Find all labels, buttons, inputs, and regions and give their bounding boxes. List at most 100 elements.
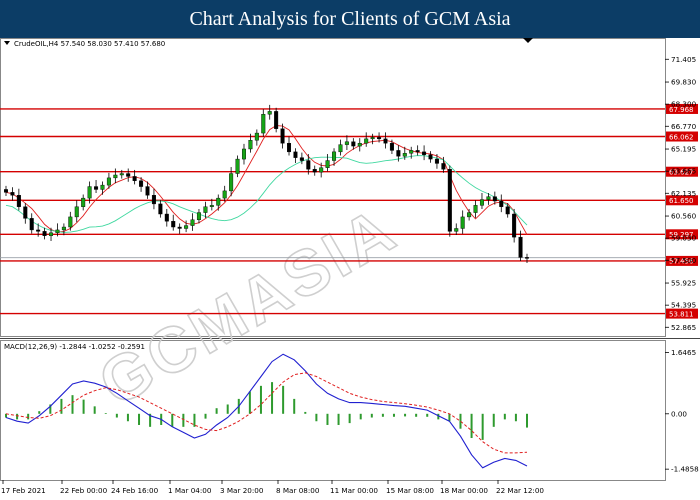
macd-histogram-bar bbox=[27, 413, 30, 420]
macd-histogram-bar bbox=[470, 413, 473, 439]
price-tick-label: 65.195 bbox=[671, 145, 696, 154]
macd-histogram-bar bbox=[437, 413, 440, 420]
candle-down bbox=[274, 111, 279, 129]
candle-up bbox=[473, 205, 478, 213]
candle-up bbox=[248, 140, 253, 150]
candle-up bbox=[486, 196, 491, 200]
macd-histogram-bar bbox=[459, 413, 462, 429]
candle-down bbox=[171, 221, 176, 228]
candle-down bbox=[10, 192, 15, 196]
time-tick-label: 15 Mar 08:00 bbox=[386, 486, 434, 495]
macd-histogram-bar bbox=[82, 399, 85, 414]
time-tick-label: 1 Mar 04:00 bbox=[168, 486, 212, 495]
price-tick-label: 69.830 bbox=[671, 78, 697, 87]
candle-up bbox=[222, 190, 227, 199]
signal-line bbox=[5, 372, 528, 454]
price-tick-label: 54.395 bbox=[671, 301, 696, 310]
candle-down bbox=[139, 180, 144, 187]
candle-up bbox=[68, 216, 73, 228]
candle-down bbox=[396, 150, 401, 157]
candle-up bbox=[119, 173, 124, 176]
price-tick-label: 60.560 bbox=[671, 212, 697, 221]
macd-histogram-bar bbox=[204, 413, 207, 419]
macd-pane-frame bbox=[0, 340, 666, 481]
candle-up bbox=[454, 228, 459, 232]
candle-down bbox=[518, 236, 523, 258]
ma-slow-line bbox=[5, 155, 528, 233]
candle-down bbox=[151, 195, 156, 205]
macd-histogram-bar bbox=[248, 391, 251, 414]
macd-tick-label: 1.6465 bbox=[671, 348, 696, 357]
candle-up bbox=[229, 173, 234, 192]
candle-up bbox=[216, 197, 221, 206]
macd-histogram-bar bbox=[337, 413, 340, 425]
candle-down bbox=[132, 176, 137, 181]
candle-down bbox=[389, 142, 394, 151]
macd-histogram-bar bbox=[149, 413, 152, 427]
macd-histogram-bar bbox=[259, 385, 262, 414]
candle-up bbox=[74, 206, 79, 218]
time-tick-label: 3 Mar 20:00 bbox=[220, 486, 264, 495]
candle-up bbox=[460, 216, 465, 229]
candle-up bbox=[344, 141, 349, 145]
level-label-box bbox=[666, 195, 698, 206]
candle-down bbox=[499, 200, 504, 207]
macd-histogram-bar bbox=[514, 413, 517, 422]
candle-up bbox=[55, 229, 60, 234]
price-tick-label: 68.300 bbox=[671, 100, 697, 109]
macd-histogram-bar bbox=[104, 413, 107, 414]
macd-histogram-bar bbox=[60, 398, 63, 414]
candle-up bbox=[184, 225, 189, 229]
time-tick-label: 8 Mar 08:00 bbox=[276, 486, 320, 495]
candle-up bbox=[254, 132, 259, 141]
dropdown-triangle-icon[interactable] bbox=[4, 41, 10, 45]
macd-histogram-bar bbox=[126, 413, 129, 422]
macd-histogram-bar bbox=[16, 413, 19, 420]
macd-histogram-bar bbox=[293, 398, 296, 414]
price-tick-label: 52.865 bbox=[671, 323, 696, 332]
candle-down bbox=[293, 151, 298, 158]
macd-histogram-bar bbox=[326, 413, 329, 425]
candle-up bbox=[196, 212, 201, 221]
level-label-box bbox=[666, 166, 698, 177]
support-resistance-levels: 67.968 66.062 63.627 61.650 59.297 57.456 53.8… bbox=[0, 103, 698, 319]
candle-down bbox=[23, 206, 28, 219]
macd-histogram-bar bbox=[271, 382, 274, 414]
time-tick-label: 11 Mar 00:00 bbox=[330, 486, 378, 495]
candle-up bbox=[235, 158, 240, 174]
candle-up bbox=[49, 232, 54, 236]
chart-shift-marker-icon[interactable] bbox=[523, 38, 533, 43]
macd-histogram-bar bbox=[404, 413, 407, 417]
candle-down bbox=[492, 196, 497, 202]
macd-histogram-bar bbox=[171, 413, 174, 427]
candle-up bbox=[409, 150, 414, 154]
candle-up bbox=[113, 174, 118, 179]
candle-down bbox=[525, 257, 530, 259]
candle-down bbox=[36, 229, 41, 232]
macd-histogram-bar bbox=[304, 411, 307, 414]
candle-up bbox=[203, 206, 208, 213]
candle-down bbox=[306, 160, 311, 170]
candle-down bbox=[287, 142, 292, 153]
macd-histogram-bar bbox=[282, 385, 285, 414]
macd-indicator bbox=[5, 353, 528, 469]
candle-down bbox=[29, 218, 34, 231]
macd-histogram-bar bbox=[392, 413, 395, 417]
level-label-box bbox=[666, 131, 698, 142]
candle-up bbox=[81, 197, 86, 207]
trading-chart[interactable]: GCMASIA 67.968 66.062 63.627 61.650 59.297 57… bbox=[0, 38, 700, 500]
price-axis: 71.405 69.830 68.300 66.770 65.195 63.665 62.1… bbox=[665, 55, 697, 332]
price-tick-label: 57.500 bbox=[671, 256, 697, 265]
candle-up bbox=[261, 114, 266, 134]
macd-line bbox=[5, 353, 528, 469]
candle-down bbox=[42, 231, 47, 236]
candle-up bbox=[332, 151, 337, 161]
candle-down bbox=[415, 150, 420, 153]
macd-histogram-bar bbox=[526, 413, 528, 428]
macd-histogram-bar bbox=[138, 413, 141, 425]
candle-up bbox=[467, 212, 472, 218]
candle-down bbox=[158, 203, 163, 215]
candle-up bbox=[87, 186, 92, 199]
candle-down bbox=[447, 169, 452, 232]
level-label: 67.968 bbox=[669, 106, 694, 114]
